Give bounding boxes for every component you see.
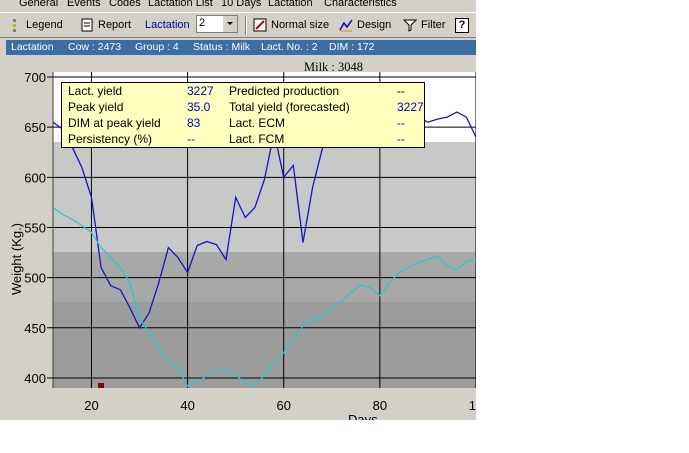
menu-events[interactable]: Events xyxy=(67,0,101,9)
status-lact-no: Lact. No. : 2 xyxy=(261,41,318,53)
menu-10-days[interactable]: 10 Days xyxy=(221,0,262,9)
persistency-value: -- xyxy=(187,132,195,146)
lact-ecm-value: -- xyxy=(397,116,405,130)
menu-lactation[interactable]: Lactation xyxy=(268,0,313,9)
series-line-2 xyxy=(52,206,476,387)
predicted-production-label: Predicted production xyxy=(229,84,340,98)
status-dim: DIM : 172 xyxy=(329,41,375,53)
y-tick-label: 600 xyxy=(24,170,46,185)
help-button[interactable]: ? xyxy=(455,16,473,34)
design-icon xyxy=(339,18,353,32)
filter-button[interactable]: Filter xyxy=(402,16,446,34)
x-tick-label: 80 xyxy=(373,398,387,413)
status-title: Lactation xyxy=(11,41,54,53)
report-icon xyxy=(80,18,94,32)
x-axis-label: Days xyxy=(348,412,378,420)
milk-total: Milk : 3048 xyxy=(304,60,364,74)
design-label: Design xyxy=(357,19,392,31)
menu-lactation-list[interactable]: Lactation List xyxy=(148,0,213,9)
lactation-select-value: 2 xyxy=(199,17,206,29)
peak-yield-value: 35.0 xyxy=(187,100,211,114)
y-tick-label: 500 xyxy=(24,271,46,286)
design-button[interactable]: Design xyxy=(339,16,391,34)
menu-bar: General Events Codes Lactation List 10 D… xyxy=(0,0,476,11)
chevron-down-icon[interactable] xyxy=(222,16,237,32)
lactation-info-box: Lact. yield 3227 Predicted production --… xyxy=(61,82,425,148)
dim-peak-label: DIM at peak yield xyxy=(68,116,161,130)
menu-characteristics[interactable]: Characteristics xyxy=(324,0,397,9)
report-button[interactable]: Report xyxy=(80,16,131,34)
legend-icon xyxy=(8,18,22,32)
report-label: Report xyxy=(98,19,132,31)
normal-size-icon xyxy=(253,18,267,32)
legend-label: Legend xyxy=(26,19,63,31)
dim-peak-value: 83 xyxy=(187,116,201,130)
menu-codes[interactable]: Codes xyxy=(109,0,141,9)
lactation-select[interactable]: 2 xyxy=(196,15,238,33)
toolbar: Legend Report Lactation Normal size Desi… xyxy=(0,12,476,38)
lact-yield-value: 3227 xyxy=(187,84,214,98)
status-group: Group : 4 xyxy=(135,41,179,53)
status-milk: Status : Milk xyxy=(193,41,251,53)
menu-general[interactable]: General xyxy=(19,0,59,9)
cow-status-bar: Lactation Cow : 2473 Group : 4 Status : … xyxy=(6,40,476,55)
predicted-production-value: -- xyxy=(397,84,405,98)
y-tick-label: 450 xyxy=(24,321,46,336)
y-tick-label: 400 xyxy=(24,371,46,386)
total-yield-forecast-label: Total yield (forecasted) xyxy=(229,100,350,114)
x-tick-label: 40 xyxy=(180,398,194,413)
toolbar-separator xyxy=(245,16,247,35)
lact-yield-label: Lact. yield xyxy=(68,84,123,98)
y-axis-label: Weight (Kg.) xyxy=(9,223,24,295)
y-tick-label: 550 xyxy=(24,220,46,235)
y-tick-label: 650 xyxy=(24,120,46,135)
filter-icon xyxy=(402,18,418,32)
total-yield-forecast-value: 3227 xyxy=(397,100,424,114)
peak-yield-label: Peak yield xyxy=(68,100,124,114)
app-window: General Events Codes Lactation List 10 D… xyxy=(0,0,476,420)
legend-button[interactable]: Legend xyxy=(8,16,63,34)
status-cow: Cow : 2473 xyxy=(68,41,122,53)
event-marker xyxy=(98,383,105,388)
normal-size-button[interactable]: Normal size xyxy=(253,16,329,34)
help-icon: ? xyxy=(455,17,469,33)
y-tick-label: 700 xyxy=(24,70,46,85)
x-tick-label: 60 xyxy=(276,398,290,413)
x-tick-label: 10 xyxy=(469,398,476,413)
lact-fcm-label: Lact. FCM xyxy=(229,132,285,146)
lact-fcm-value: -- xyxy=(397,132,405,146)
lact-ecm-label: Lact. ECM xyxy=(229,116,286,130)
filter-label: Filter xyxy=(421,19,446,31)
x-tick-label: 20 xyxy=(84,398,98,413)
persistency-label: Persistency (%) xyxy=(68,132,153,146)
lactation-label: Lactation xyxy=(145,19,190,31)
normal-size-label: Normal size xyxy=(271,19,330,31)
